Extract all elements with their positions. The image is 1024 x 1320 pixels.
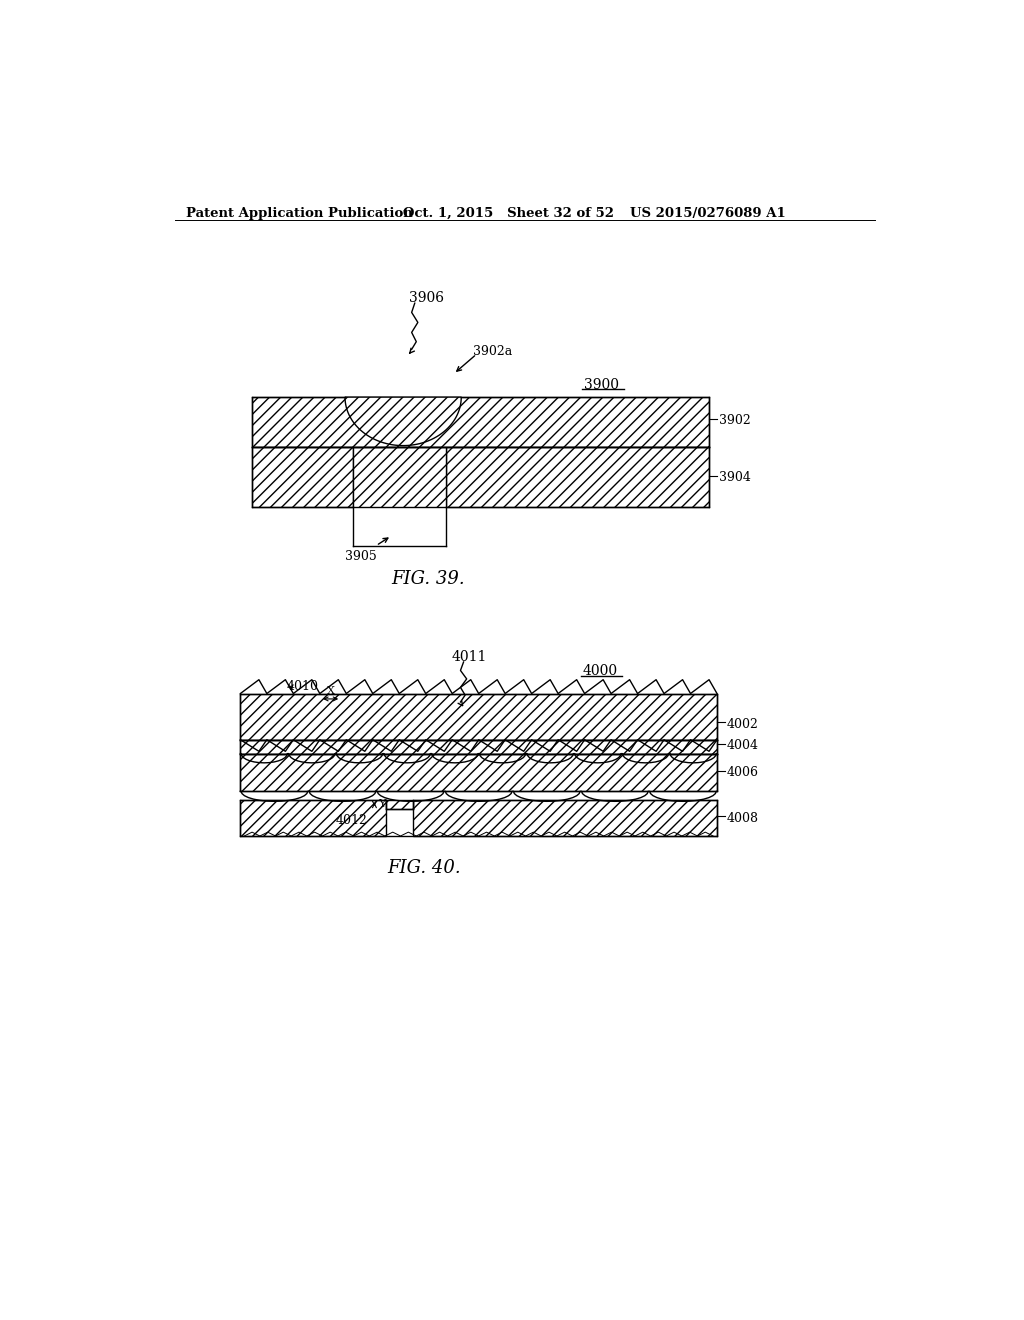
- Text: 4010: 4010: [287, 681, 318, 693]
- Bar: [445, 447, 710, 507]
- Text: 3905: 3905: [345, 549, 377, 562]
- Bar: [352, 447, 445, 507]
- Text: Oct. 1, 2015   Sheet 32 of 52: Oct. 1, 2015 Sheet 32 of 52: [403, 207, 614, 220]
- Text: 4002: 4002: [727, 718, 759, 731]
- Text: 4004: 4004: [727, 739, 759, 752]
- Bar: [241, 800, 386, 836]
- Text: FIG. 39.: FIG. 39.: [391, 570, 465, 589]
- Text: 4008: 4008: [727, 812, 759, 825]
- Text: X: X: [327, 686, 335, 696]
- Text: 4006: 4006: [727, 767, 759, 779]
- Text: 3902: 3902: [719, 413, 751, 426]
- Text: Patent Application Publication: Patent Application Publication: [186, 207, 413, 220]
- Bar: [252, 397, 710, 447]
- Text: 3900: 3900: [584, 378, 618, 392]
- Text: 4012: 4012: [336, 814, 368, 828]
- Bar: [386, 800, 413, 809]
- Text: 3904: 3904: [719, 471, 752, 484]
- Bar: [252, 447, 352, 507]
- Polygon shape: [345, 397, 461, 446]
- Bar: [413, 800, 717, 836]
- Bar: [241, 693, 717, 739]
- Text: US 2015/0276089 A1: US 2015/0276089 A1: [630, 207, 786, 220]
- Text: 3906: 3906: [409, 290, 443, 305]
- Text: FIG. 40.: FIG. 40.: [388, 859, 461, 876]
- Text: 4000: 4000: [583, 664, 617, 677]
- Text: Y: Y: [378, 800, 386, 809]
- Text: 3902a: 3902a: [473, 345, 512, 358]
- Bar: [241, 739, 717, 754]
- Bar: [241, 754, 717, 792]
- Text: 4011: 4011: [452, 649, 487, 664]
